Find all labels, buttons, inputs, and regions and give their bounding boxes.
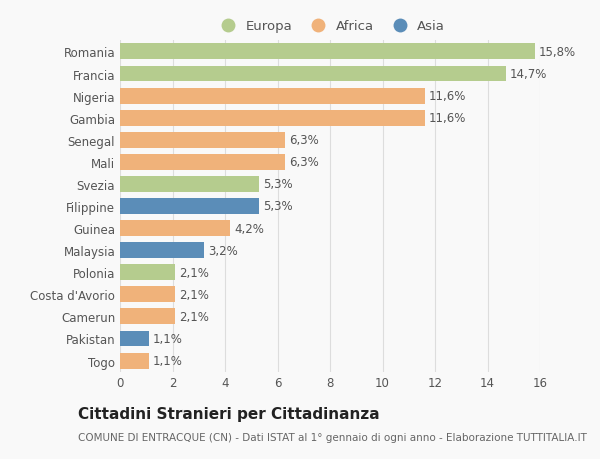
Text: 5,3%: 5,3% (263, 178, 293, 191)
Text: Cittadini Stranieri per Cittadinanza: Cittadini Stranieri per Cittadinanza (78, 406, 380, 421)
Bar (120, 331, 149, 347)
Text: 6,3%: 6,3% (289, 156, 319, 169)
Text: 4,2%: 4,2% (234, 222, 264, 235)
Bar (120, 67, 506, 82)
Text: 15,8%: 15,8% (539, 46, 576, 59)
Text: 14,7%: 14,7% (510, 68, 547, 81)
Bar (120, 221, 230, 236)
Legend: Europa, Africa, Asia: Europa, Africa, Asia (209, 15, 451, 39)
Text: 5,3%: 5,3% (263, 200, 293, 213)
Bar (120, 89, 425, 104)
Text: 11,6%: 11,6% (428, 90, 466, 103)
Text: 2,1%: 2,1% (179, 288, 209, 301)
Text: 1,1%: 1,1% (153, 332, 182, 345)
Bar (120, 111, 425, 126)
Text: COMUNE DI ENTRACQUE (CN) - Dati ISTAT al 1° gennaio di ogni anno - Elaborazione : COMUNE DI ENTRACQUE (CN) - Dati ISTAT al… (78, 432, 587, 442)
Bar (120, 287, 175, 302)
Bar (120, 199, 259, 214)
Bar (120, 155, 286, 170)
Bar (120, 265, 175, 280)
Text: 1,1%: 1,1% (153, 354, 182, 367)
Bar (120, 45, 535, 60)
Text: 3,2%: 3,2% (208, 244, 238, 257)
Bar (120, 177, 259, 192)
Text: 2,1%: 2,1% (179, 266, 209, 279)
Bar (120, 243, 204, 258)
Bar (120, 133, 286, 148)
Text: 11,6%: 11,6% (428, 112, 466, 125)
Text: 2,1%: 2,1% (179, 310, 209, 323)
Bar (120, 353, 149, 369)
Bar (120, 309, 175, 325)
Text: 6,3%: 6,3% (289, 134, 319, 147)
